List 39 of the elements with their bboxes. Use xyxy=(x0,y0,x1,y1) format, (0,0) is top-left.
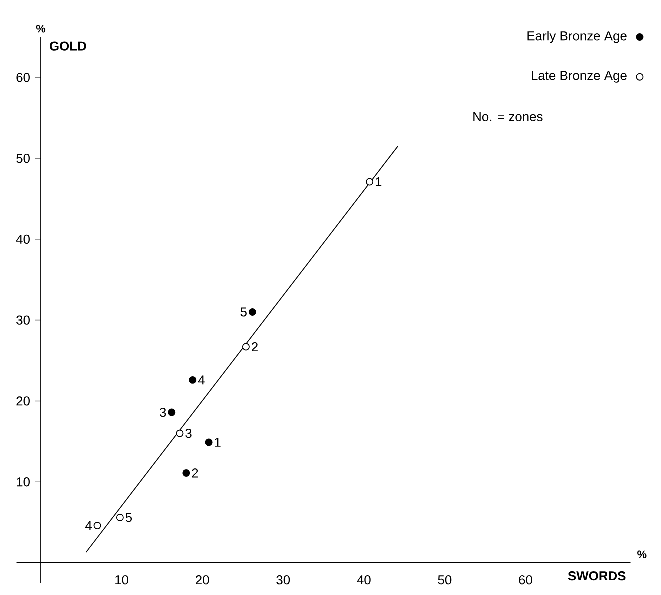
point xyxy=(176,430,184,438)
y-tick-label: 40 xyxy=(16,234,30,244)
x-tick-label: 60 xyxy=(519,576,532,585)
x-tick-label: 20 xyxy=(196,576,210,585)
annotation: 2 xyxy=(252,342,258,352)
legend-label: Late Bronze Age xyxy=(532,71,627,83)
point xyxy=(116,514,124,522)
y-tick-label: 30 xyxy=(16,316,30,325)
y-axis-title: GOLD xyxy=(50,42,86,51)
annotation: 3 xyxy=(186,428,192,438)
annotation: No. = zones xyxy=(474,112,543,122)
x-tick-label: 40 xyxy=(357,576,371,585)
point xyxy=(205,438,213,446)
legend-label: Early Bronze Age xyxy=(528,31,627,44)
point xyxy=(182,469,190,477)
point xyxy=(189,376,197,384)
text: % xyxy=(36,24,46,33)
y-tick-label: 20 xyxy=(16,396,30,406)
x-tick-label: 30 xyxy=(276,576,290,585)
annotation: 2 xyxy=(192,468,198,478)
annotation: 4 xyxy=(85,521,92,530)
point xyxy=(366,178,374,186)
x-axis-title: SWORDS xyxy=(568,571,626,581)
x-tick-label: 10 xyxy=(116,576,128,585)
annotation: 1 xyxy=(376,178,382,186)
point xyxy=(94,522,102,530)
annotation: 3 xyxy=(160,408,166,418)
point xyxy=(248,308,256,316)
annotation: 5 xyxy=(240,308,247,317)
annotation: 1 xyxy=(215,438,221,447)
text: % xyxy=(638,550,647,558)
annotation: 4 xyxy=(198,376,205,385)
y-tick-label: 60 xyxy=(16,73,30,82)
y-tick-label: 50 xyxy=(16,154,30,164)
x-tick-label: 50 xyxy=(438,576,452,585)
point xyxy=(168,408,176,416)
annotation: 5 xyxy=(126,513,132,522)
y-tick-label: 10 xyxy=(17,478,30,487)
point xyxy=(242,343,250,351)
